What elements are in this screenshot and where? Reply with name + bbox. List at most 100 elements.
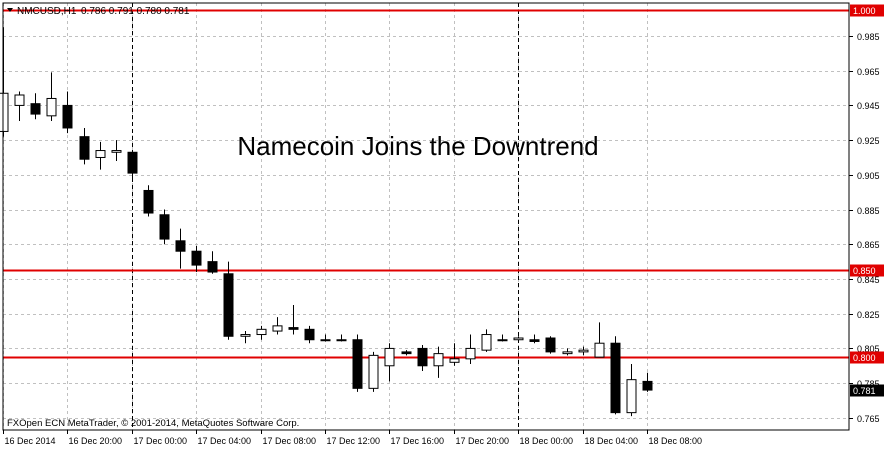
- candle[interactable]: [62, 91, 73, 134]
- candle-body-bull: [497, 339, 508, 342]
- candle[interactable]: [272, 317, 283, 335]
- candle-body-bear: [401, 351, 412, 355]
- x-tick-label: 17 Dec 00:00: [134, 436, 188, 446]
- candle-body-bull: [14, 94, 25, 106]
- candle[interactable]: [111, 140, 122, 161]
- candle-body-bear: [529, 339, 540, 342]
- time-axis[interactable]: 16 Dec 2014 16 Dec 20:00 17 Dec 00:00 17 De…: [3, 430, 703, 446]
- candle[interactable]: [545, 336, 556, 354]
- plot-frame: [2, 2, 850, 431]
- candle-body-bull: [513, 337, 524, 341]
- y-tick-label: 0.885: [857, 206, 880, 216]
- horizontal-line-price-box: [850, 4, 884, 17]
- y-tick-label: 0.925: [857, 136, 880, 146]
- candle-body-bull: [562, 351, 573, 355]
- horizontal-line-price-label: 0.800: [853, 353, 876, 363]
- candle[interactable]: [14, 91, 25, 122]
- candle[interactable]: [401, 350, 412, 356]
- candle-body-bear: [288, 327, 299, 330]
- candle[interactable]: [207, 251, 218, 274]
- candle[interactable]: [159, 209, 170, 245]
- x-tick-label: 17 Dec 12:00: [327, 436, 381, 446]
- candle-body-bull: [320, 339, 331, 342]
- candle[interactable]: [79, 127, 90, 165]
- period-separators: [132, 3, 519, 430]
- candle[interactable]: [288, 305, 299, 335]
- candle-body-bull: [95, 150, 106, 158]
- candle-body-bull: [272, 325, 283, 332]
- candle-body-bull: [449, 358, 460, 363]
- candle[interactable]: [256, 325, 267, 340]
- candle[interactable]: [336, 334, 347, 342]
- copyright-text: FXOpen ECN MetaTrader, © 2001-2014, Meta…: [7, 418, 299, 429]
- candle-body-bull: [578, 349, 589, 353]
- y-tick-label: 0.785: [857, 379, 880, 389]
- y-tick-label: 0.985: [857, 32, 880, 42]
- x-tick-label: 18 Dec 00:00: [520, 436, 574, 446]
- ohlc-label: 0.786 0.791 0.780 0.781: [81, 6, 190, 17]
- x-tick-label: 17 Dec 16:00: [391, 436, 445, 446]
- candle[interactable]: [497, 334, 508, 342]
- candle[interactable]: [594, 322, 605, 358]
- candle-body-bull: [111, 150, 122, 153]
- candle[interactable]: [191, 246, 202, 273]
- y-tick-label: 0.825: [857, 310, 880, 320]
- candle-body-bull: [384, 347, 395, 367]
- candle[interactable]: [127, 150, 138, 179]
- candle-body-bear: [207, 261, 218, 273]
- candle[interactable]: [642, 372, 653, 392]
- candle[interactable]: [46, 72, 57, 122]
- candle[interactable]: [529, 334, 540, 344]
- candle[interactable]: [562, 348, 573, 356]
- candles[interactable]: [0, 27, 653, 417]
- candle-body-bear: [30, 103, 41, 115]
- candle[interactable]: [610, 336, 621, 415]
- candle-body-bull: [256, 328, 267, 336]
- candle[interactable]: [95, 141, 106, 170]
- x-tick-label: 16 Dec 2014: [5, 436, 56, 446]
- candle-body-bull: [240, 334, 251, 337]
- candle-body-bull: [465, 347, 476, 360]
- candle[interactable]: [513, 336, 524, 342]
- candle[interactable]: [223, 261, 234, 340]
- horizontal-line-price-box: [850, 264, 884, 277]
- candle[interactable]: [449, 343, 460, 366]
- candle[interactable]: [368, 351, 379, 392]
- y-tick-label: 0.845: [857, 275, 880, 285]
- candle[interactable]: [626, 364, 637, 417]
- price-axis[interactable]: 0.985 0.965 0.945 0.925 0.905 0.885 0.865 0.845…: [849, 4, 884, 425]
- last-price-box: [850, 384, 884, 397]
- candle[interactable]: [240, 331, 251, 344]
- candle[interactable]: [304, 325, 315, 344]
- x-tick-label: 17 Dec 20:00: [456, 436, 510, 446]
- last-price-label: 0.781: [853, 386, 876, 396]
- candle-body-bear: [642, 380, 653, 391]
- y-tick-label: 0.765: [857, 414, 880, 424]
- candle[interactable]: [320, 334, 331, 342]
- candle-body-bear: [191, 250, 202, 266]
- candle-body-bull: [0, 92, 9, 132]
- candle[interactable]: [352, 334, 363, 392]
- candle[interactable]: [30, 93, 41, 120]
- candle[interactable]: [417, 344, 428, 371]
- candle[interactable]: [433, 346, 444, 378]
- candle[interactable]: [143, 185, 154, 217]
- symbol-label: NMCUSD,H1: [17, 6, 77, 17]
- candle[interactable]: [465, 334, 476, 365]
- y-tick-label: 0.805: [857, 344, 880, 354]
- candle-body-bull: [433, 353, 444, 367]
- horizontal-line-price-box: [850, 351, 884, 364]
- candle-body-bull: [336, 339, 347, 342]
- candle-body-bear: [417, 347, 428, 367]
- x-tick-label: 18 Dec 04:00: [585, 436, 639, 446]
- candle-body-bull: [626, 379, 637, 414]
- candle[interactable]: [578, 346, 589, 356]
- y-tick-label: 0.965: [857, 67, 880, 77]
- triangle-down-icon[interactable]: [7, 8, 13, 12]
- candle[interactable]: [384, 343, 395, 382]
- candle[interactable]: [481, 329, 492, 352]
- candle[interactable]: [175, 228, 186, 269]
- chart-annotation[interactable]: Namecoin Joins the Downtrend: [237, 131, 598, 161]
